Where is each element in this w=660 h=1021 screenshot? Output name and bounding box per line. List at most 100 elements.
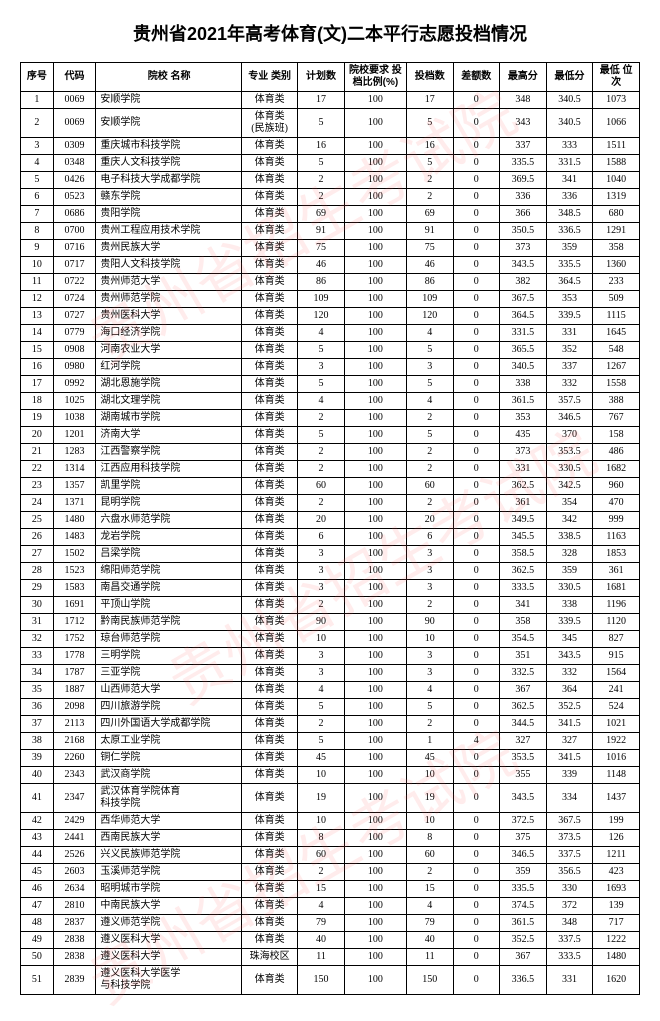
cell-code: 2838 xyxy=(53,932,96,949)
cell-name: 湖北文理学院 xyxy=(96,393,242,410)
cell-seq: 15 xyxy=(21,342,54,359)
cell-diff: 0 xyxy=(453,138,499,155)
cell-rank: 1360 xyxy=(593,257,640,274)
cell-rank: 233 xyxy=(593,274,640,291)
cell-admit: 10 xyxy=(407,767,454,784)
cell-plan: 2 xyxy=(298,461,345,478)
cell-plan: 16 xyxy=(298,138,345,155)
table-row: 492838遵义医科大学体育类40100400352.5337.51222 xyxy=(21,932,640,949)
cell-rank: 915 xyxy=(593,648,640,665)
cell-diff: 0 xyxy=(453,325,499,342)
table-row: 120724贵州师范学院体育类1091001090367.5353509 xyxy=(21,291,640,308)
cell-min: 339.5 xyxy=(546,614,593,631)
table-row: 372113四川外国语大学成都学院体育类210020344.5341.51021 xyxy=(21,716,640,733)
cell-min: 341 xyxy=(546,172,593,189)
cell-seq: 29 xyxy=(21,580,54,597)
cell-diff: 0 xyxy=(453,614,499,631)
cell-ratio: 100 xyxy=(344,750,406,767)
cell-diff: 0 xyxy=(453,376,499,393)
cell-name: 铜仁学院 xyxy=(96,750,242,767)
cell-diff: 4 xyxy=(453,733,499,750)
cell-name: 遵义医科大学 xyxy=(96,949,242,966)
cell-code: 1502 xyxy=(53,546,96,563)
cell-seq: 46 xyxy=(21,881,54,898)
cell-plan: 5 xyxy=(298,155,345,172)
cell-admit: 11 xyxy=(407,949,454,966)
cell-plan: 2 xyxy=(298,172,345,189)
cell-min: 332 xyxy=(546,665,593,682)
cell-rank: 960 xyxy=(593,478,640,495)
cell-diff: 0 xyxy=(453,631,499,648)
cell-min: 352 xyxy=(546,342,593,359)
cell-name: 济南大学 xyxy=(96,427,242,444)
cell-max: 353 xyxy=(499,410,546,427)
cell-ratio: 100 xyxy=(344,189,406,206)
cell-admit: 2 xyxy=(407,410,454,427)
cell-ratio: 100 xyxy=(344,898,406,915)
cell-admit: 5 xyxy=(407,427,454,444)
cell-code: 1201 xyxy=(53,427,96,444)
cell-plan: 5 xyxy=(298,109,345,138)
table-row: 70686贵阳学院体育类69100690366348.5680 xyxy=(21,206,640,223)
cell-min: 339 xyxy=(546,767,593,784)
cell-code: 0069 xyxy=(53,92,96,109)
cell-admit: 3 xyxy=(407,648,454,665)
cell-plan: 8 xyxy=(298,830,345,847)
cell-min: 348 xyxy=(546,915,593,932)
cell-code: 2347 xyxy=(53,784,96,813)
cell-code: 1371 xyxy=(53,495,96,512)
cell-plan: 3 xyxy=(298,665,345,682)
cell-admit: 91 xyxy=(407,223,454,240)
cell-min: 336 xyxy=(546,189,593,206)
cell-name: 凯里学院 xyxy=(96,478,242,495)
cell-major: 体育类 xyxy=(241,830,297,847)
table-row: 482837遵义师范学院体育类79100790361.5348717 xyxy=(21,915,640,932)
cell-plan: 2 xyxy=(298,597,345,614)
table-row: 472810中南民族大学体育类410040374.5372139 xyxy=(21,898,640,915)
cell-major: 体育类 xyxy=(241,342,297,359)
cell-min: 330.5 xyxy=(546,461,593,478)
cell-max: 354.5 xyxy=(499,631,546,648)
header-min: 最低分 xyxy=(546,63,593,92)
cell-major: 体育类 xyxy=(241,915,297,932)
header-admit: 投档数 xyxy=(407,63,454,92)
cell-seq: 17 xyxy=(21,376,54,393)
cell-plan: 120 xyxy=(298,308,345,325)
cell-major: 体育类 xyxy=(241,325,297,342)
cell-major: 体育类 xyxy=(241,240,297,257)
cell-diff: 0 xyxy=(453,512,499,529)
cell-name: 贵州民族大学 xyxy=(96,240,242,257)
cell-seq: 28 xyxy=(21,563,54,580)
cell-code: 2429 xyxy=(53,813,96,830)
table-row: 170992湖北恩施学院体育类5100503383321558 xyxy=(21,376,640,393)
cell-rank: 1558 xyxy=(593,376,640,393)
cell-name: 遵义师范学院 xyxy=(96,915,242,932)
cell-max: 337 xyxy=(499,138,546,155)
cell-ratio: 100 xyxy=(344,172,406,189)
cell-major: 体育类 xyxy=(241,580,297,597)
cell-ratio: 100 xyxy=(344,495,406,512)
header-row: 序号 代码 院校 名称 专业 类别 计划数 院校要求 投档比例(%) 投档数 差… xyxy=(21,63,640,92)
cell-ratio: 100 xyxy=(344,461,406,478)
cell-major: 体育类 (民族班) xyxy=(241,109,297,138)
cell-max: 364.5 xyxy=(499,308,546,325)
cell-seq: 40 xyxy=(21,767,54,784)
cell-code: 2839 xyxy=(53,966,96,995)
cell-min: 345 xyxy=(546,631,593,648)
cell-major: 体育类 xyxy=(241,966,297,995)
cell-major: 体育类 xyxy=(241,682,297,699)
cell-name: 四川旅游学院 xyxy=(96,699,242,716)
cell-diff: 0 xyxy=(453,155,499,172)
cell-name: 太原工业学院 xyxy=(96,733,242,750)
cell-major: 体育类 xyxy=(241,172,297,189)
table-row: 402343武汉商学院体育类101001003553391148 xyxy=(21,767,640,784)
cell-admit: 19 xyxy=(407,784,454,813)
cell-name: 贵州医科大学 xyxy=(96,308,242,325)
cell-ratio: 100 xyxy=(344,563,406,580)
cell-name: 红河学院 xyxy=(96,359,242,376)
cell-code: 1523 xyxy=(53,563,96,580)
cell-code: 0309 xyxy=(53,138,96,155)
cell-diff: 0 xyxy=(453,393,499,410)
cell-max: 336.5 xyxy=(499,966,546,995)
cell-major: 体育类 xyxy=(241,512,297,529)
